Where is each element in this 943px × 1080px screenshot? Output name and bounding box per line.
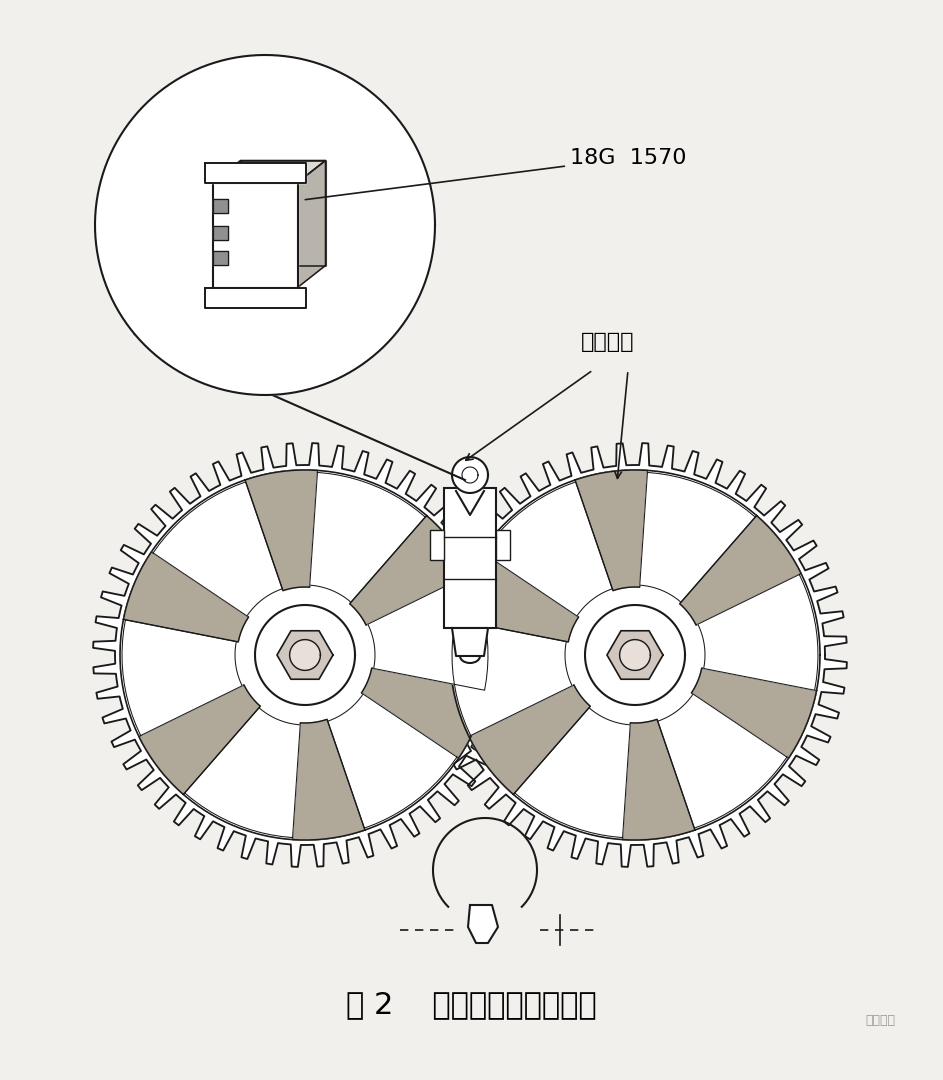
Polygon shape [698,575,818,690]
Polygon shape [620,639,651,671]
Polygon shape [153,482,282,616]
Polygon shape [205,287,306,308]
Polygon shape [327,694,457,828]
Polygon shape [297,161,325,287]
Text: 18G  1570: 18G 1570 [306,148,687,200]
Polygon shape [452,457,488,492]
Polygon shape [450,470,820,840]
Polygon shape [639,472,755,603]
Polygon shape [245,470,318,591]
Polygon shape [469,685,590,795]
Polygon shape [483,482,612,616]
Polygon shape [212,226,228,240]
Bar [430,530,444,561]
Bar [496,530,510,561]
Polygon shape [622,719,695,840]
Polygon shape [240,161,325,266]
Polygon shape [212,252,228,265]
Polygon shape [292,719,365,840]
Polygon shape [607,631,663,679]
Text: 汽修顾问: 汽修顾问 [865,1013,895,1026]
Polygon shape [120,470,490,840]
Polygon shape [423,443,847,867]
Polygon shape [124,552,249,642]
Polygon shape [680,515,802,625]
Polygon shape [309,472,425,603]
Polygon shape [452,620,572,735]
Polygon shape [255,605,355,705]
Polygon shape [515,707,630,838]
Polygon shape [95,55,435,395]
Polygon shape [139,685,260,795]
Polygon shape [368,575,488,690]
Text: 正时标记: 正时标记 [581,332,635,352]
Polygon shape [212,183,297,287]
Polygon shape [93,443,517,867]
Polygon shape [468,905,498,943]
Polygon shape [575,470,648,591]
Polygon shape [122,620,242,735]
Polygon shape [361,669,487,758]
Polygon shape [185,707,300,838]
Text: 图 2    安装凸轮轴锁止工具: 图 2 安装凸轮轴锁止工具 [346,990,596,1020]
Polygon shape [657,694,786,828]
Polygon shape [452,627,488,656]
Bar [444,488,496,627]
Polygon shape [290,639,321,671]
Polygon shape [350,515,472,625]
Polygon shape [277,631,333,679]
Polygon shape [691,669,817,758]
Polygon shape [212,199,228,213]
Polygon shape [454,552,579,642]
Polygon shape [212,161,325,183]
Polygon shape [585,605,685,705]
Polygon shape [205,162,306,183]
